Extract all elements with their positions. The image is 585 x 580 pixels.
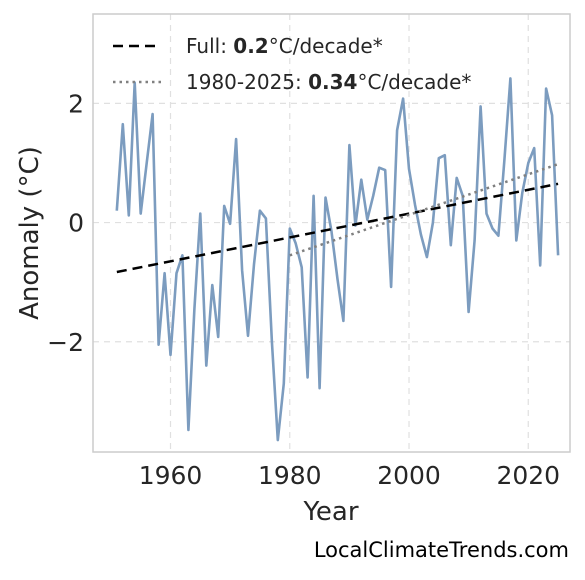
full-trend-line	[116, 182, 559, 274]
x-tick-label: 1980	[258, 461, 322, 490]
legend: Full: 0.2°C/decade* 1980-2025: 0.34°C/de…	[113, 34, 471, 94]
y-tick-label: 0	[68, 209, 84, 238]
y-tick-labels: −2 0 2	[47, 89, 84, 356]
x-axis-title: Year	[302, 497, 358, 527]
recent-trend-line	[289, 162, 559, 257]
x-tick-label: 1960	[139, 461, 203, 490]
source-watermark: LocalClimateTrends.com	[313, 538, 569, 562]
x-tick-label: 2000	[377, 461, 441, 490]
anomaly-series-line	[115, 77, 560, 442]
plot-frame	[92, 13, 571, 453]
x-tick-labels: 1960 1980 2000 2020	[139, 461, 560, 490]
y-tick-label: −2	[47, 328, 84, 357]
y-tick-label: 2	[68, 89, 84, 118]
y-axis-title: Anomaly (°C)	[15, 146, 45, 320]
legend-label-full-trend: Full: 0.2°C/decade*	[186, 34, 383, 58]
legend-label-recent-trend: 1980-2025: 0.34°C/decade*	[186, 70, 471, 94]
trend-lines	[116, 162, 559, 274]
series-layer	[115, 77, 560, 442]
x-tick-label: 2020	[496, 461, 560, 490]
